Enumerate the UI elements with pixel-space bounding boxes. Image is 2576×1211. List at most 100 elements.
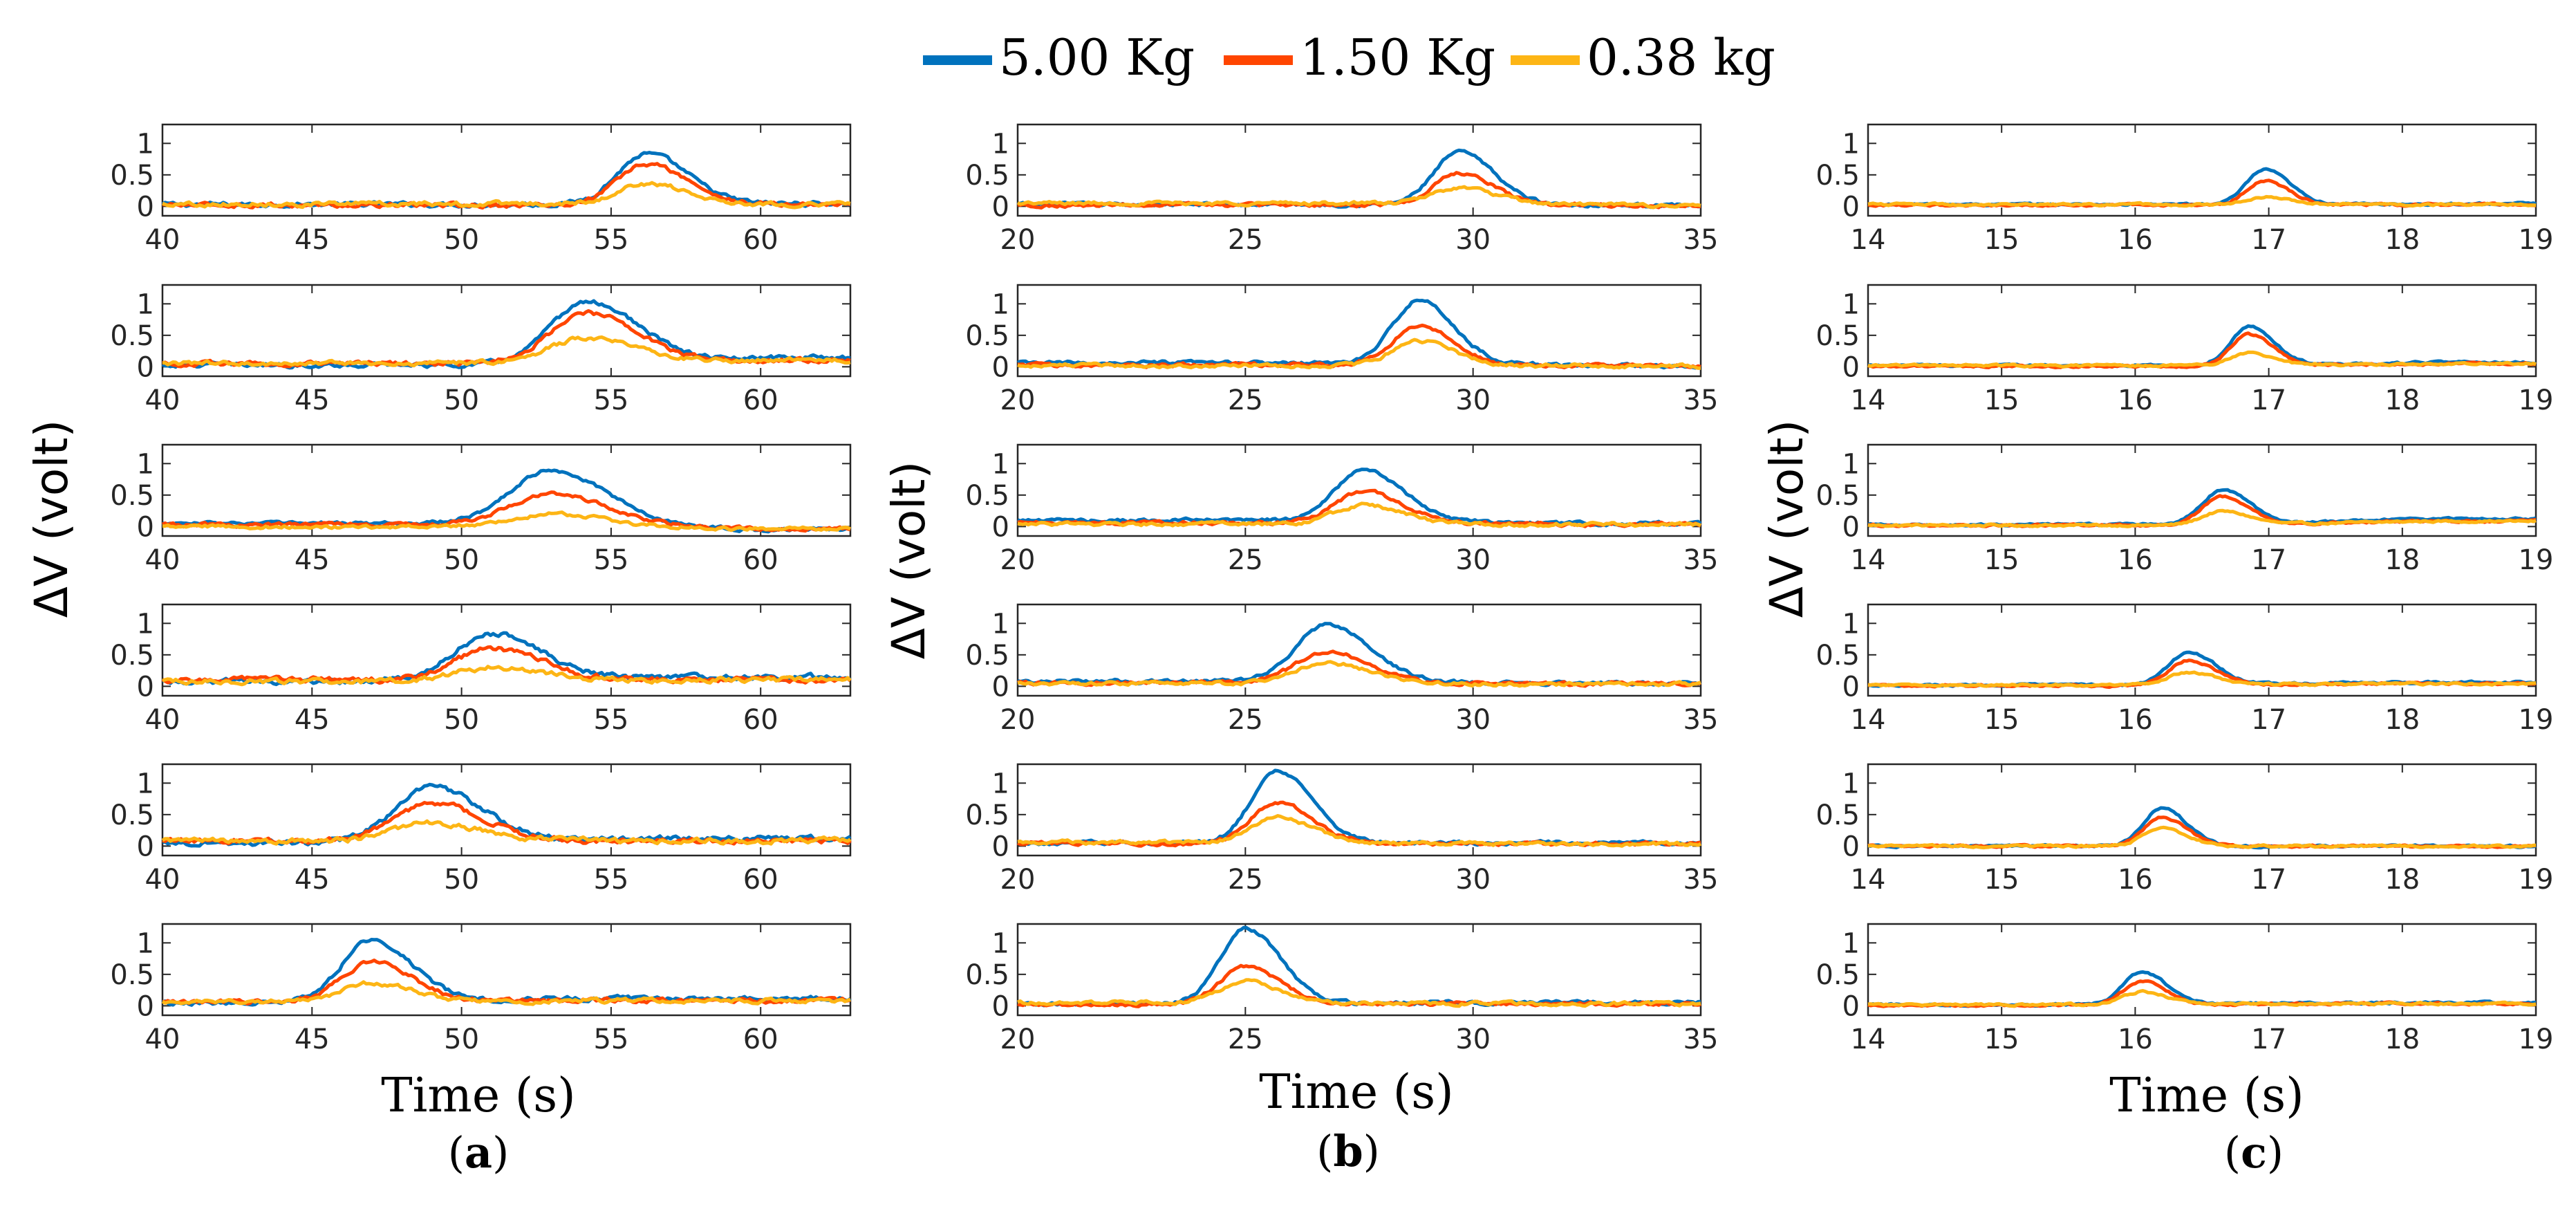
xtick-label-a-2-0: 40 [145,385,180,416]
series-line-a-2-0-38kg [162,335,851,368]
ytick-label-a-3-2: 1 [137,448,154,480]
xtick-label-b-3-3: 35 [1683,544,1719,576]
ytick-label-c-6-0: 0 [1842,990,1860,1022]
xtick-label-a-6-2: 50 [444,1024,479,1055]
panel-a-open: ( [447,1127,465,1178]
ytick-label-c-5-1: 0.5 [1816,799,1860,831]
xtick-label-b-1-3: 35 [1683,224,1719,256]
ytick-label-c-5-0: 0 [1842,831,1860,862]
x-axis-label-b: Time (s) [1259,1065,1454,1120]
ytick-label-a-4-1: 0.5 [110,640,154,672]
ytick-label-a-1-2: 1 [137,128,154,160]
ytick-label-b-4-0: 0 [992,671,1009,703]
xtick-label-a-5-2: 50 [444,864,479,896]
xtick-label-a-5-1: 45 [295,864,330,896]
y-axis-label-b: ΔV (volt) [882,461,935,660]
xtick-label-b-4-1: 25 [1228,704,1263,736]
ytick-label-c-1-2: 1 [1842,128,1860,160]
xtick-label-c-4-4: 18 [2384,704,2420,736]
xtick-label-a-1-2: 50 [444,224,479,256]
ytick-label-b-2-1: 0.5 [965,320,1009,352]
xtick-label-c-1-2: 16 [2118,224,2153,256]
xtick-label-b-1-2: 30 [1455,224,1491,256]
ytick-label-b-5-1: 0.5 [965,799,1009,831]
xtick-label-a-3-0: 40 [145,544,180,576]
xtick-label-b-5-1: 25 [1228,864,1263,896]
xtick-label-c-2-0: 14 [1851,385,1886,416]
xtick-label-c-6-5: 19 [2519,1024,2554,1055]
xtick-label-c-1-5: 19 [2519,224,2554,256]
xtick-label-a-1-0: 40 [145,224,180,256]
axes-box-c-2 [1867,284,2537,378]
series-line-a-6-0-38kg [161,980,851,1006]
ytick-label-a-2-2: 1 [137,288,154,320]
xtick-label-c-2-1: 15 [1984,385,2019,416]
x-axis-label-c: Time (s) [2109,1069,2304,1123]
ytick-label-c-6-1: 0.5 [1816,959,1860,991]
ytick-label-a-4-0: 0 [137,671,154,703]
xtick-label-c-2-4: 18 [2384,385,2420,416]
xtick-label-a-4-3: 55 [593,704,628,736]
xtick-label-b-4-2: 30 [1455,704,1491,736]
ytick-label-a-2-0: 0 [137,351,154,383]
ytick-label-c-3-0: 0 [1842,511,1860,543]
xtick-label-a-2-2: 50 [444,385,479,416]
xtick-label-a-4-1: 45 [295,704,330,736]
ytick-label-a-5-2: 1 [137,768,154,799]
xtick-label-a-1-1: 45 [295,224,330,256]
ytick-label-c-3-1: 0.5 [1816,480,1860,512]
xtick-label-a-4-0: 40 [145,704,180,736]
ytick-label-b-1-1: 0.5 [965,160,1009,192]
xtick-label-c-3-0: 14 [1851,544,1886,576]
panel-b-close: ) [1363,1126,1380,1176]
axes-box-c-1 [1867,123,2537,217]
xtick-label-c-1-3: 17 [2251,224,2286,256]
xtick-label-c-5-2: 16 [2118,864,2153,896]
series-line-c-3-0-38kg [1867,508,2537,528]
xtick-label-b-2-3: 35 [1683,385,1719,416]
ytick-label-a-4-2: 1 [137,608,154,640]
series-line-a-5-0-38kg [161,819,852,846]
panel-label-b: (b) [1244,1126,1452,1176]
xtick-label-c-6-0: 14 [1851,1024,1886,1055]
xtick-label-a-2-3: 55 [593,385,628,416]
xtick-label-b-2-0: 20 [1000,385,1036,416]
xtick-label-c-2-2: 16 [2118,385,2153,416]
xtick-label-c-4-2: 16 [2118,704,2153,736]
ytick-label-b-2-2: 1 [992,288,1009,320]
ytick-label-b-6-1: 0.5 [965,959,1009,991]
xtick-label-b-1-0: 20 [1000,224,1036,256]
xtick-label-b-5-2: 30 [1455,864,1491,896]
series-line-b-3-0-38kg [1017,501,1702,528]
ytick-label-c-6-2: 1 [1842,927,1860,959]
ytick-label-b-3-0: 0 [992,511,1009,543]
xtick-label-c-5-1: 15 [1984,864,2019,896]
axes-box-b-1 [1016,123,1702,217]
series-line-b-1-0-38kg [1016,185,1701,210]
xtick-label-c-6-1: 15 [1984,1024,2019,1055]
panel-c-letter: c [2241,1127,2267,1178]
xtick-label-a-3-2: 50 [444,544,479,576]
xtick-label-b-6-1: 25 [1228,1024,1263,1055]
xtick-label-c-1-4: 18 [2384,224,2420,256]
xtick-label-c-5-0: 14 [1851,864,1886,896]
xtick-label-c-1-0: 14 [1851,224,1886,256]
xtick-label-a-5-4: 60 [743,864,778,896]
ytick-label-a-1-0: 0 [137,191,154,223]
y-axis-label-a: ΔV (volt) [25,419,78,618]
series-line-c-5-0-38kg [1867,825,2536,850]
xtick-label-a-5-0: 40 [145,864,180,896]
panel-b-letter: b [1333,1126,1363,1176]
ytick-label-c-3-2: 1 [1842,448,1860,480]
series-line-a-3-5kg [162,468,852,534]
xtick-label-b-3-0: 20 [1000,544,1036,576]
ytick-label-c-2-2: 1 [1842,288,1860,320]
series-line-a-4-0-38kg [162,665,852,687]
series-line-b-5-0-38kg [1017,814,1702,848]
ytick-label-a-2-1: 0.5 [110,320,154,352]
ytick-label-b-3-2: 1 [992,448,1009,480]
ytick-label-b-1-2: 1 [992,128,1009,160]
ytick-label-a-3-1: 0.5 [110,480,154,512]
xtick-label-c-2-3: 17 [2251,385,2286,416]
ytick-label-b-5-0: 0 [992,831,1009,862]
